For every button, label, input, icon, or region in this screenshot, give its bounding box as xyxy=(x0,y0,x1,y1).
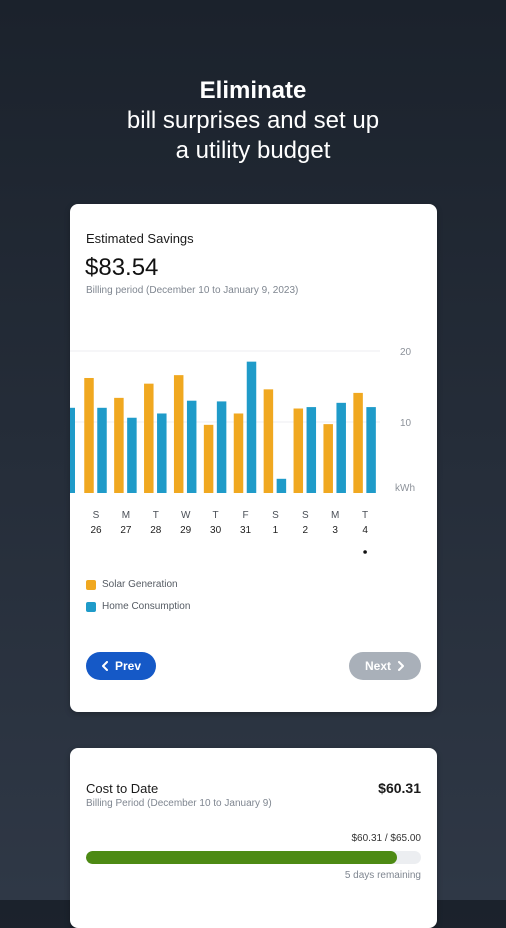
legend-home-consumption: Home Consumption xyxy=(86,601,190,612)
bar-home-consumption xyxy=(216,401,227,493)
chevron-right-icon xyxy=(398,661,404,671)
legend-solar-label: Solar Generation xyxy=(102,579,178,590)
bar-solar-generation xyxy=(84,377,94,493)
estimated-savings-amount: $83.54 xyxy=(85,254,159,281)
y-unit-label: kWh xyxy=(395,483,415,494)
bar-home-consumption xyxy=(306,407,317,493)
cost-to-date-label: Cost to Date xyxy=(86,781,159,796)
legend-solar-generation: Solar Generation xyxy=(86,579,178,590)
cost-to-date-card: Cost to Date $60.31 Billing Period (Dece… xyxy=(70,748,437,928)
x-tick-day: W xyxy=(181,510,191,521)
bar-home-consumption xyxy=(246,361,257,493)
days-remaining-label: 5 days remaining xyxy=(344,870,421,881)
bar-solar-generation xyxy=(323,424,333,493)
x-tick-day: F xyxy=(242,510,248,521)
cost-to-date-amount: $60.31 xyxy=(378,780,421,796)
headline: Eliminate bill surprises and set up a ut… xyxy=(0,76,506,166)
prev-button[interactable]: Prev xyxy=(86,652,156,680)
x-tick-day: S xyxy=(93,510,100,521)
headline-subtitle-1: bill surprises and set up xyxy=(126,107,380,134)
chart-y-ticks: 20 10 kWh xyxy=(395,347,415,494)
billing-period-label: Billing period (December 10 to January 9… xyxy=(86,285,299,296)
bar-home-consumption xyxy=(127,417,137,493)
bar-solar-generation xyxy=(233,413,244,493)
bar-home-consumption xyxy=(366,407,376,493)
x-tick-date[interactable]: 1 xyxy=(273,525,279,536)
chart-x-ticks: S 26 M 27 T 28 W 29 T 30 F 31 S 1 S 2 M 3 T 4 xyxy=(90,510,368,554)
estimated-savings-label: Estimated Savings xyxy=(86,231,194,246)
prev-button-label: Prev xyxy=(114,659,142,673)
x-tick-date[interactable]: 27 xyxy=(120,525,132,536)
headline-title: Eliminate xyxy=(199,77,307,104)
budget-progress-fill xyxy=(86,851,397,864)
bar-solar-generation xyxy=(114,397,124,493)
selected-day-indicator xyxy=(363,550,367,554)
x-tick-date[interactable]: 31 xyxy=(240,525,252,536)
x-tick-date[interactable]: 30 xyxy=(210,525,222,536)
x-tick-day: S xyxy=(302,510,309,521)
next-button-label: Next xyxy=(364,659,391,673)
bar-solar-generation xyxy=(173,375,184,493)
chart-bars xyxy=(70,361,376,493)
bar-home-consumption xyxy=(276,478,287,493)
x-tick-date[interactable]: 4 xyxy=(362,525,368,536)
x-tick-day: T xyxy=(362,510,368,521)
bar-solar-generation xyxy=(263,389,274,493)
legend-swatch-solar xyxy=(86,579,96,590)
bar-solar-generation xyxy=(203,424,214,493)
y-tick-label: 20 xyxy=(400,347,412,358)
x-tick-day: M xyxy=(122,510,130,521)
x-tick-date[interactable]: 29 xyxy=(180,525,192,536)
bar-home-consumption xyxy=(97,407,107,493)
bar-home-consumption xyxy=(186,400,197,493)
x-tick-day: S xyxy=(272,510,279,521)
x-tick-date[interactable]: 3 xyxy=(332,525,338,536)
bar-solar-generation xyxy=(144,383,154,493)
estimated-savings-card: Estimated Savings $83.54 Billing period … xyxy=(70,204,437,712)
bar-home-consumption xyxy=(157,413,167,493)
headline-subtitle-2: a utility budget xyxy=(175,137,331,164)
bar-solar-generation xyxy=(293,408,304,493)
x-tick-day: M xyxy=(331,510,339,521)
x-tick-date[interactable]: 26 xyxy=(90,525,102,536)
legend-swatch-consumption xyxy=(86,601,96,612)
x-tick-day: T xyxy=(213,510,219,521)
bar-solar-generation xyxy=(353,392,363,493)
bar-home-consumption xyxy=(336,402,346,493)
budget-progress-bar xyxy=(86,851,421,864)
next-button[interactable]: Next xyxy=(349,652,421,680)
daily-energy-chart: 20 10 kWh S 26 M 27 T 28 W 29 T 30 F 31 S 1 S 2 M 3 T 4 xyxy=(70,347,415,554)
bar-consumption-partial xyxy=(70,407,75,493)
x-tick-day: T xyxy=(153,510,159,521)
legend-consumption-label: Home Consumption xyxy=(102,601,191,612)
y-tick-label: 10 xyxy=(400,418,412,429)
x-tick-date[interactable]: 28 xyxy=(150,525,162,536)
chevron-left-icon xyxy=(101,661,108,671)
cost-billing-period-label: Billing Period (December 10 to January 9… xyxy=(86,798,272,809)
progress-amount-text: $60.31 / $65.00 xyxy=(351,833,421,844)
x-tick-date[interactable]: 2 xyxy=(303,525,309,536)
